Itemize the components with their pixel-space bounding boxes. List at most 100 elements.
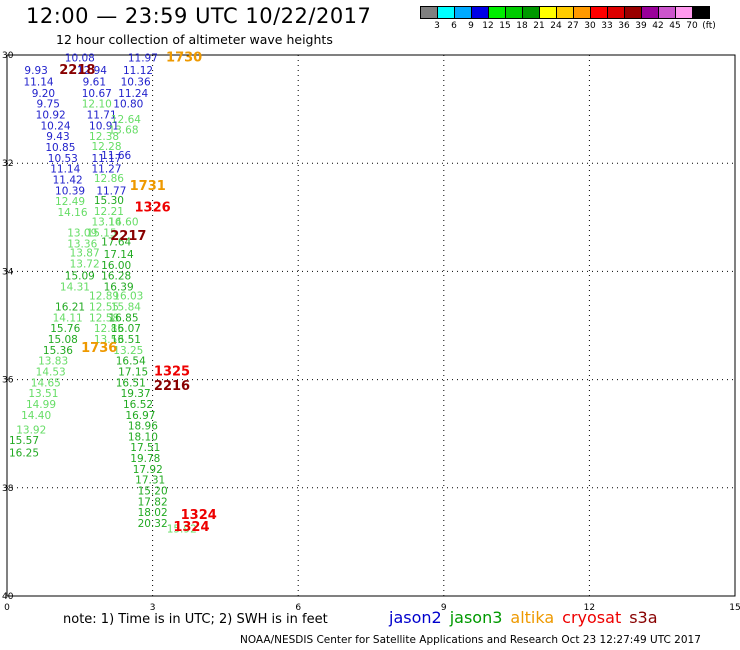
wave-height-value: 15.57 (9, 435, 39, 447)
wave-height-value: 12.58 (89, 312, 119, 324)
y-tick-label: 34 (2, 267, 14, 277)
x-tick-label: 9 (441, 603, 447, 613)
mission-legend: jason2 jason3 altika cryosat s3a (389, 608, 658, 627)
wave-height-value: 11.24 (118, 88, 148, 100)
pass-time-label: 1326 (135, 201, 171, 216)
wave-height-value: 17.31 (135, 475, 165, 487)
x-tick-label: 3 (150, 603, 156, 613)
color-scale-label: 39 (635, 21, 647, 31)
wave-height-value: 12.38 (89, 131, 119, 143)
wave-height-value: 12.89 (89, 291, 119, 303)
wave-height-value: 12.85 (94, 323, 124, 335)
wave-height-value: 18.96 (128, 421, 158, 433)
pass-time-label: 2216 (154, 379, 190, 394)
wave-height-value: 9.61 (83, 77, 106, 89)
wave-height-value: 11.97 (128, 53, 158, 65)
wave-height-value: 12.10 (82, 99, 112, 111)
wave-height-value: 10.24 (41, 120, 71, 132)
y-tick-label: 30 (2, 51, 14, 61)
wave-height-value: 11.12 (123, 65, 153, 77)
color-scale-label: 12 (482, 21, 494, 31)
wave-height-value: 19.37 (121, 388, 151, 400)
map-title: 12:00 — 23:59 UTC 10/22/2017 (26, 4, 372, 28)
color-scale-label: 24 (550, 21, 562, 31)
wave-height-value: 11.71 (87, 110, 117, 122)
wave-height-value: 9.75 (37, 99, 60, 111)
wave-height-value: 15.36 (43, 345, 73, 357)
wave-height-value: 11.27 (91, 164, 121, 176)
color-scale-label: 15 (499, 21, 511, 31)
color-scale-label: 45 (669, 21, 681, 31)
mission-legend-altika: altika (510, 608, 555, 627)
wave-height-value: 16.28 (101, 271, 131, 283)
wave-height-value: 19.78 (130, 453, 160, 465)
wave-height-value: 17.82 (138, 496, 168, 508)
wave-height-value: 18.10 (128, 431, 158, 443)
wave-height-value: 13.92 (16, 424, 46, 436)
pass-time-label: 1736 (81, 341, 117, 356)
wave-height-value: 18.02 (138, 507, 168, 519)
wave-height-value: 11.14 (24, 77, 54, 89)
wave-height-value: 13.36 (67, 238, 97, 250)
wave-height-value: 14.60 (108, 217, 138, 229)
wave-height-labels: 10.08 11.97 9.93 12.94 11.12 11.14 9.61 10.36 9.… (9, 53, 197, 536)
wave-height-value: 14.99 (26, 399, 56, 411)
map-gridlines (7, 55, 735, 596)
wave-height-value: 10.92 (36, 110, 66, 122)
wave-height-value: 10.80 (113, 99, 143, 111)
color-scale-label: 6 (451, 21, 457, 31)
wave-height-value: 13.53 (94, 334, 124, 346)
wave-height-value: 16.07 (111, 323, 141, 335)
wave-height-value: 9.20 (32, 88, 55, 100)
wave-height-value: 10.91 (89, 120, 119, 132)
x-tick-label: 0 (4, 603, 10, 613)
wave-height-value: 16.39 (104, 282, 134, 294)
pass-time-label: 2217 (110, 229, 146, 244)
wave-height-value: 16.03 (113, 291, 143, 303)
wave-height-value: 9.93 (24, 65, 47, 77)
wave-height-value: 17.14 (104, 249, 134, 261)
wave-height-value: 12.28 (91, 141, 121, 153)
wave-height-value: 17.64 (101, 237, 131, 249)
wave-height-value: 14.65 (31, 377, 61, 389)
y-tick-label: 38 (2, 484, 14, 494)
x-tick-label: 6 (295, 603, 301, 613)
wave-height-value: 10.08 (65, 53, 95, 65)
wave-height-value: 12.94 (77, 65, 107, 77)
wave-height-value: 15.20 (138, 486, 168, 498)
pass-time-label: 1324 (181, 508, 217, 523)
wave-height-value: 15.76 (50, 323, 80, 335)
wave-height-value: 16.85 (108, 312, 138, 324)
wave-height-value: 16.97 (125, 410, 155, 422)
map-frame (6, 54, 736, 597)
wave-height-value: 13.51 (28, 388, 58, 400)
pass-time-label: 1730 (166, 51, 202, 66)
wave-height-value: 14.53 (36, 366, 66, 378)
color-scale-label: 18 (516, 21, 528, 31)
wave-height-value: 16.00 (101, 260, 131, 272)
wave-height-value: 13.83 (38, 356, 68, 368)
units-note: note: 1) Time is in UTC; 2) SWH is in fe… (63, 612, 328, 627)
color-scale-bar (420, 6, 710, 19)
mission-legend-jason3: jason3 (449, 608, 503, 627)
pass-time-label: 2218 (59, 63, 95, 78)
wave-height-value: 15.84 (111, 302, 141, 314)
wave-height-value: 9.43 (46, 131, 69, 143)
wave-height-value: 12.21 (94, 206, 124, 218)
wave-height-value: 16.21 (55, 302, 85, 314)
mission-legend-cryosat: cryosat (562, 608, 622, 627)
pass-time-label: 1324 (173, 520, 209, 535)
color-scale-label: 70 (686, 21, 698, 31)
credit-footer: NOAA/NESDIS Center for Satellite Applica… (240, 634, 701, 646)
mission-legend-s3a: s3a (629, 608, 658, 627)
wave-height-value: 10.39 (55, 185, 85, 197)
y-tick-label: 36 (2, 376, 14, 386)
color-scale-label: 27 (567, 21, 579, 31)
wave-height-value: 12.55 (89, 302, 119, 314)
color-scale-label: 30 (584, 21, 596, 31)
wave-height-value: 13.68 (108, 125, 138, 137)
wave-height-value: 16.51 (116, 377, 146, 389)
